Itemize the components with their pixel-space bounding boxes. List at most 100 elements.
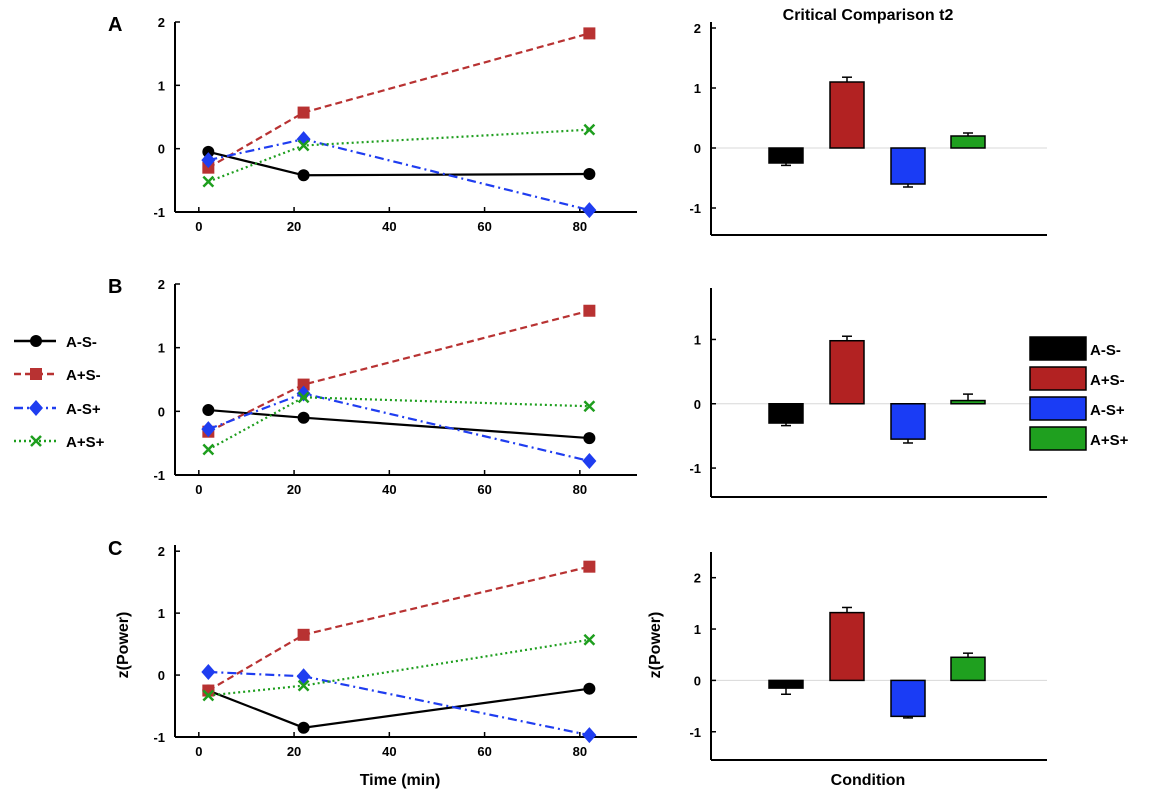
y-tick-label: 1	[694, 332, 701, 347]
y-tick-label: 1	[158, 78, 165, 93]
bar-A+S-	[829, 611, 865, 682]
bar-x-axis-label: Condition	[831, 772, 906, 789]
y-tick-label: 2	[694, 21, 701, 36]
data-point	[583, 27, 596, 40]
data-point	[297, 679, 310, 692]
right-title: Critical Comparison t2	[783, 7, 954, 24]
x-tick-label: 20	[287, 219, 301, 234]
data-point	[583, 432, 596, 445]
bar-y-axis-label: z(Power)	[647, 612, 664, 679]
line-legend-item: A-S+	[14, 400, 101, 418]
data-point	[297, 106, 310, 119]
series-line-A+S+	[208, 638, 590, 697]
bar-legend-item: A+S-	[1029, 366, 1125, 391]
series-line-A+S+	[207, 396, 590, 451]
data-point	[202, 145, 215, 158]
line-y-axis-label: z(Power)	[115, 612, 132, 679]
y-tick-label: -1	[689, 201, 701, 216]
series-line-A-S+	[207, 392, 590, 463]
data-point	[201, 421, 216, 438]
y-tick-label: 0	[694, 397, 701, 412]
x-tick-label: 80	[573, 219, 587, 234]
line-legend-label: A+S+	[66, 434, 105, 451]
x-tick-label: 60	[477, 219, 491, 234]
cross-marker-icon	[30, 435, 42, 447]
legend-swatch	[1029, 336, 1087, 361]
x-tick-label: 20	[287, 744, 301, 759]
bar-A+S+	[950, 656, 986, 682]
data-point	[297, 721, 310, 734]
y-tick-label: 1	[694, 81, 701, 96]
x-tick-label: 40	[382, 744, 396, 759]
series-line-A+S-	[207, 565, 590, 692]
bar-chart-b: -1 0 1	[689, 288, 1047, 498]
bar-legend: A-S- A+S- A-S+ A+S+	[1029, 336, 1129, 451]
data-point	[202, 175, 215, 188]
diamond-marker-icon	[29, 400, 43, 416]
data-point	[201, 152, 216, 169]
bar-chart-a: -1 0 1 2	[689, 21, 1047, 236]
data-point	[296, 385, 311, 402]
bar-legend-label: A+S-	[1090, 372, 1125, 389]
y-tick-label: 0	[694, 141, 701, 156]
legend-swatch	[1029, 396, 1087, 421]
y-tick-label: 1	[694, 622, 701, 637]
y-tick-label: -1	[153, 730, 165, 745]
legend-swatch	[1029, 426, 1087, 451]
y-tick-label: -1	[153, 468, 165, 483]
bar-legend-label: A+S+	[1090, 432, 1129, 449]
x-tick-label: 40	[382, 219, 396, 234]
data-point	[582, 202, 597, 219]
bar-chart-c: -1 0 1 2	[689, 552, 1047, 761]
data-point	[583, 682, 596, 695]
x-tick-label: 60	[477, 744, 491, 759]
y-tick-label: 1	[158, 341, 165, 356]
panel-letter-a: A	[108, 14, 122, 36]
y-tick-label: 1	[158, 606, 165, 621]
y-tick-label: 2	[158, 277, 165, 292]
series-line-A-S-	[207, 687, 590, 729]
data-point	[582, 727, 597, 744]
data-point	[583, 304, 596, 317]
y-tick-label: 2	[158, 544, 165, 559]
bar-A-S+	[890, 403, 926, 440]
bar-legend-item: A-S+	[1029, 396, 1125, 421]
y-tick-label: -1	[689, 461, 701, 476]
line-legend-label: A-S+	[66, 401, 101, 418]
line-legend-item: A-S-	[14, 334, 97, 351]
line-legend-item: A+S-	[14, 367, 101, 384]
bar-A+S-	[829, 339, 865, 405]
square-marker-icon	[30, 368, 42, 380]
data-point	[583, 168, 596, 180]
x-tick-label: 20	[287, 482, 301, 497]
legend-swatch	[1029, 366, 1087, 391]
x-tick-label: 40	[382, 482, 396, 497]
series-line-A+S-	[207, 309, 590, 433]
bar-A+S-	[829, 81, 865, 149]
line-legend-label: A+S-	[66, 367, 101, 384]
line-legend-item: A+S+	[14, 434, 105, 451]
y-tick-label: -1	[153, 205, 165, 220]
y-tick-label: 0	[158, 142, 165, 157]
data-point	[583, 633, 596, 646]
panel-letter-b: B	[108, 276, 122, 298]
data-point	[583, 400, 596, 413]
series-line-A-S-	[208, 408, 590, 440]
data-point	[297, 628, 310, 641]
data-point	[297, 139, 310, 152]
data-point	[297, 378, 310, 391]
series-line-A-S+	[208, 670, 590, 737]
bar-A-S+	[890, 679, 926, 718]
x-tick-label: 0	[195, 219, 202, 234]
y-tick-label: 0	[158, 668, 165, 683]
y-tick-label: 2	[158, 15, 165, 30]
bar-A-S-	[768, 403, 804, 424]
y-tick-label: -1	[689, 725, 701, 740]
data-point	[296, 668, 311, 685]
x-tick-label: 80	[573, 482, 587, 497]
bar-legend-item: A+S+	[1029, 426, 1129, 451]
data-point	[583, 560, 596, 573]
x-tick-label: 0	[195, 744, 202, 759]
